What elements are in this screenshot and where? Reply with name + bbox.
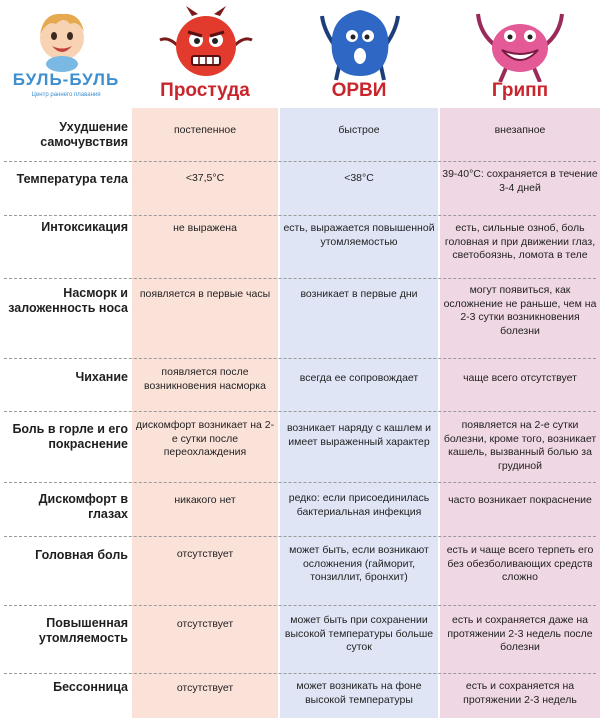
column-header-flu: Грипп [491, 80, 549, 101]
row-divider [4, 411, 596, 412]
row-label: Чихание [75, 370, 128, 384]
cell-flu: могут появиться, как осложнение не раньш… [443, 284, 597, 337]
column-bg-flu [440, 108, 600, 718]
row-divider [4, 358, 596, 359]
logo: БУЛЬ-БУЛЬ Центр раннего плавания [4, 4, 132, 104]
column-header-cold: Простуда [160, 80, 250, 101]
row-divider [4, 482, 596, 483]
comparison-table: Ухудшение самочувствия постепенное быстр… [0, 108, 600, 718]
cell-cold: постепенное [173, 124, 237, 136]
row-label: Насморк и заложенность носа [8, 286, 128, 315]
column-bg-orvi [280, 108, 438, 718]
cell-orvi: всегда ее сопровождает [299, 372, 419, 384]
row-divider [4, 605, 596, 606]
cell-cold: никакого нет [174, 494, 236, 506]
cell-flu: 39-40°C: сохраняется в течение 3-4 дней [442, 168, 598, 194]
row-label: Интоксикация [41, 220, 128, 234]
cell-cold: <37,5°C [185, 172, 225, 184]
cell-cold: отсутствует [176, 618, 234, 630]
column-bg-cold [132, 108, 278, 718]
cell-flu: внезапное [494, 124, 546, 136]
logo-subtitle: Центр раннего плавания [31, 92, 101, 98]
cell-orvi: возникает в первые дни [300, 288, 418, 300]
row-label: Повышенная утомляемость [38, 616, 128, 645]
cell-orvi: может быть при сохранении высокой темпер… [284, 614, 434, 653]
cell-flu: появляется на 2-е сутки болезни, кроме т… [443, 419, 597, 472]
cell-orvi: быстрое [338, 124, 380, 136]
logo-title: БУЛЬ-БУЛЬ [12, 70, 120, 89]
cell-cold: отсутствует [176, 682, 234, 694]
pink-monster-icon [476, 13, 564, 82]
cell-flu: есть и сохраняется на протяжении 2-3 нед… [463, 680, 577, 706]
cell-orvi: редко: если присоединилась бактериальная… [288, 492, 430, 518]
cell-cold: не выражена [173, 222, 237, 234]
header: БУЛЬ-БУЛЬ Центр раннего плавания Простуд… [0, 0, 600, 108]
cell-orvi: может возникать на фоне высокой температ… [296, 680, 422, 706]
row-divider [4, 161, 596, 162]
cell-orvi: возникает наряду с кашлем и имеет выраже… [286, 422, 432, 448]
column-header-orvi: ОРВИ [331, 80, 387, 101]
cell-orvi: может быть, если возникают осложнения (г… [289, 544, 429, 583]
blue-monster-icon [320, 10, 400, 81]
cell-flu: часто возникает покраснение [448, 494, 592, 506]
cell-cold: появляется в первые часы [139, 288, 271, 300]
row-divider [4, 536, 596, 537]
row-label: Бессонница [53, 680, 128, 694]
row-label: Боль в горле и его покраснение [12, 422, 128, 451]
cell-orvi: <38°C [344, 172, 374, 184]
row-divider [4, 215, 596, 216]
row-label: Дискомфорт в глазах [38, 492, 128, 521]
row-label: Ухудшение самочувствия [40, 120, 128, 149]
row-label: Головная боль [35, 548, 128, 562]
baby-icon [40, 13, 84, 72]
cell-cold: отсутствует [176, 548, 234, 560]
cell-flu: есть, сильные озноб, боль головная и при… [444, 222, 596, 261]
cell-flu: чаще всего отсутствует [463, 372, 577, 384]
row-divider [4, 673, 596, 674]
cell-flu: есть и сохраняется даже на протяжении 2-… [447, 614, 593, 653]
cell-cold: дискомфорт возникает на 2-е сутки после … [135, 419, 275, 458]
cell-orvi: есть, выражается повышенной утомляемость… [283, 222, 435, 248]
row-divider [4, 278, 596, 279]
red-monster-icon [159, 6, 253, 76]
row-label: Температура тела [16, 172, 128, 186]
cell-flu: есть и чаще всего терпеть его без обезбо… [446, 544, 594, 583]
cell-cold: появляется после возникновения насморка [144, 366, 266, 392]
